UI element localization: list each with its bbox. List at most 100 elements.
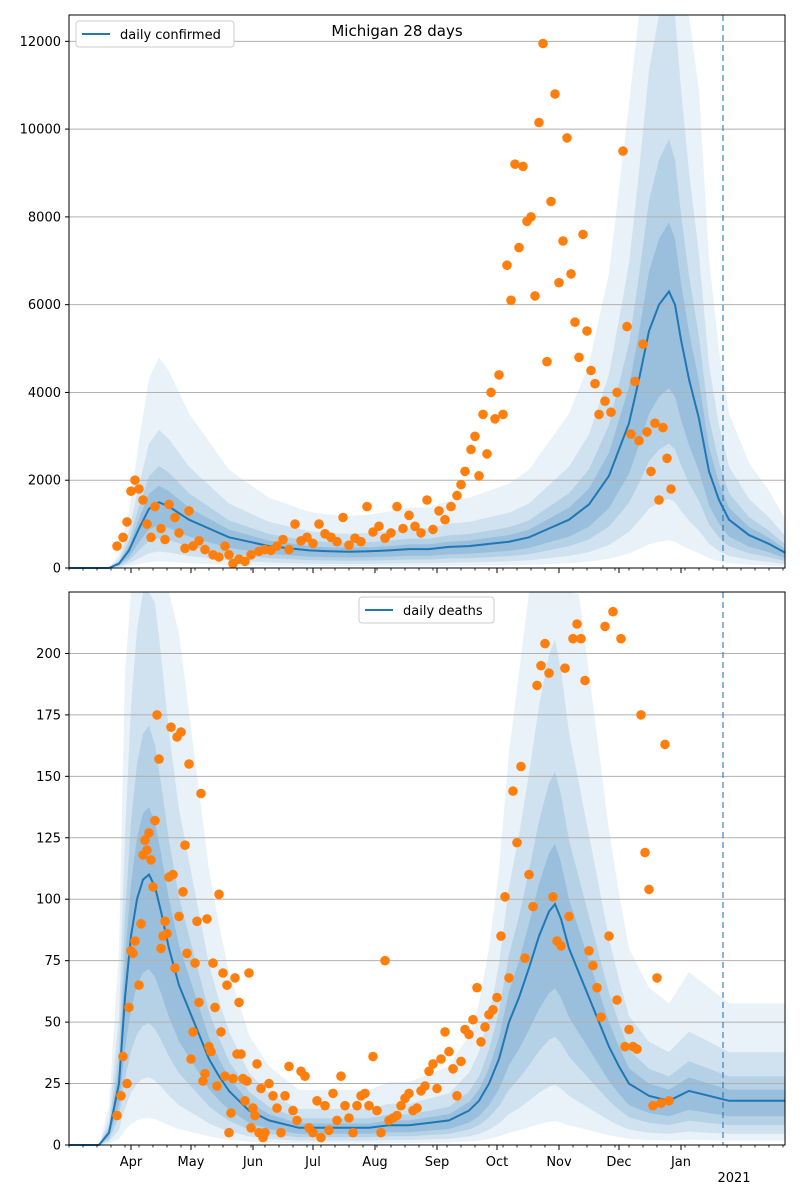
- bot-observed-point: [640, 847, 650, 858]
- bot-observed-point: [180, 840, 190, 850]
- x-year-label: 2021: [717, 1171, 750, 1186]
- bot-observed-point: [492, 992, 502, 1003]
- bot-observed-point: [276, 1127, 286, 1138]
- top-observed-point: [272, 541, 282, 551]
- bot-observed-point: [228, 1073, 238, 1084]
- bot-observed-point: [160, 916, 170, 927]
- bot-observed-point: [648, 1100, 658, 1111]
- top-legend: daily confirmed: [75, 20, 235, 48]
- top-observed-point: [518, 161, 528, 172]
- top-observed-point: [160, 534, 170, 545]
- top-observed-point: [302, 532, 312, 543]
- bot-y-tick-label: 150: [36, 770, 61, 785]
- bot-observed-point: [184, 759, 194, 769]
- top-observed-point: [514, 242, 524, 253]
- top-observed-point: [582, 326, 592, 336]
- bot-observed-point: [440, 1027, 450, 1037]
- bot-observed-point: [496, 931, 506, 941]
- bot-observed-point: [284, 1061, 294, 1072]
- top-observed-point: [368, 527, 378, 537]
- bot-y-tick-label: 0: [53, 1139, 61, 1154]
- top-observed-point: [404, 510, 414, 521]
- top-observed-point: [126, 486, 136, 497]
- top-observed-point: [554, 277, 564, 288]
- bottom-legend-box: [358, 596, 495, 624]
- bot-observed-point: [372, 1105, 382, 1116]
- bot-observed-point: [220, 1071, 230, 1081]
- top-y-tick-label: 4000: [28, 386, 61, 401]
- bot-observed-point: [268, 1091, 278, 1101]
- top-observed-point: [174, 528, 184, 538]
- bot-observed-point: [412, 1103, 422, 1113]
- bot-observed-point: [190, 958, 200, 968]
- bot-observed-point: [234, 997, 244, 1008]
- bot-observed-point: [536, 660, 546, 671]
- bot-observed-point: [512, 837, 522, 848]
- bot-y-tick-label: 200: [36, 647, 61, 662]
- top-observed-point: [510, 159, 520, 169]
- bot-observed-point: [208, 958, 218, 968]
- bot-observed-point: [256, 1083, 266, 1094]
- bottom-series-layer: [69, 606, 785, 1146]
- bot-observed-point: [524, 869, 534, 880]
- top-observed-point: [586, 365, 596, 376]
- bot-observed-point: [444, 1046, 454, 1057]
- top-observed-point: [142, 519, 152, 529]
- bot-observed-point: [560, 663, 570, 673]
- bot-observed-point: [332, 1115, 342, 1126]
- top-y-tick-label: 12000: [20, 35, 61, 50]
- bot-observed-point: [152, 710, 162, 720]
- bot-x-tick-label: Dec: [606, 1155, 631, 1170]
- bot-x-tick-label: Oct: [486, 1155, 508, 1170]
- top-observed-point: [214, 552, 224, 562]
- top-observed-point: [446, 501, 456, 512]
- bot-x-tick-label: Apr: [120, 1155, 143, 1170]
- top-observed-point: [546, 196, 556, 207]
- top-observed-point: [362, 501, 372, 512]
- top-observed-point: [290, 519, 300, 529]
- top-observed-point: [184, 506, 194, 516]
- bot-observed-point: [212, 1081, 222, 1091]
- bot-observed-point: [200, 1068, 210, 1079]
- top-observed-point: [338, 512, 348, 523]
- bot-observed-point: [380, 955, 390, 966]
- top-observed-point: [332, 536, 342, 547]
- bot-observed-point: [508, 786, 518, 796]
- top-observed-point: [344, 540, 354, 550]
- bot-observed-point: [312, 1096, 322, 1106]
- bot-observed-point: [608, 606, 618, 617]
- top-y-tick-label: 10000: [20, 123, 61, 138]
- bot-observed-point: [664, 1096, 674, 1106]
- top-observed-point: [542, 356, 552, 367]
- bot-y-tick-label: 25: [44, 1077, 61, 1092]
- bot-observed-point: [612, 995, 622, 1005]
- top-observed-point: [398, 523, 408, 534]
- top-frame: [68, 14, 786, 569]
- top-observed-point: [130, 475, 140, 486]
- bot-observed-point: [240, 1096, 250, 1106]
- bot-observed-point: [488, 1005, 498, 1015]
- bot-observed-point: [250, 1110, 260, 1121]
- top-observed-point: [422, 495, 432, 505]
- top-observed-point: [466, 444, 476, 455]
- top-y-tick-label: 2000: [28, 474, 61, 489]
- top-plot-area: [69, 15, 785, 568]
- bot-observed-point: [144, 828, 154, 838]
- bot-observed-point: [468, 1014, 478, 1025]
- bot-observed-point: [154, 754, 164, 764]
- top-observed-point: [164, 499, 174, 510]
- bot-observed-point: [368, 1051, 378, 1062]
- top-observed-point: [246, 550, 256, 560]
- bot-observed-point: [246, 1123, 256, 1133]
- bot-y-tick-label: 100: [36, 893, 61, 908]
- top-y-tick-label: 8000: [28, 210, 61, 225]
- top-observed-point: [666, 484, 676, 494]
- bot-observed-point: [224, 1127, 234, 1138]
- bot-observed-point: [572, 619, 582, 629]
- top-observed-point: [180, 543, 190, 554]
- top-y-tick-label: 6000: [28, 298, 61, 313]
- bot-observed-point: [604, 931, 614, 941]
- top-observed-point: [118, 532, 128, 543]
- bot-observed-point: [592, 982, 602, 993]
